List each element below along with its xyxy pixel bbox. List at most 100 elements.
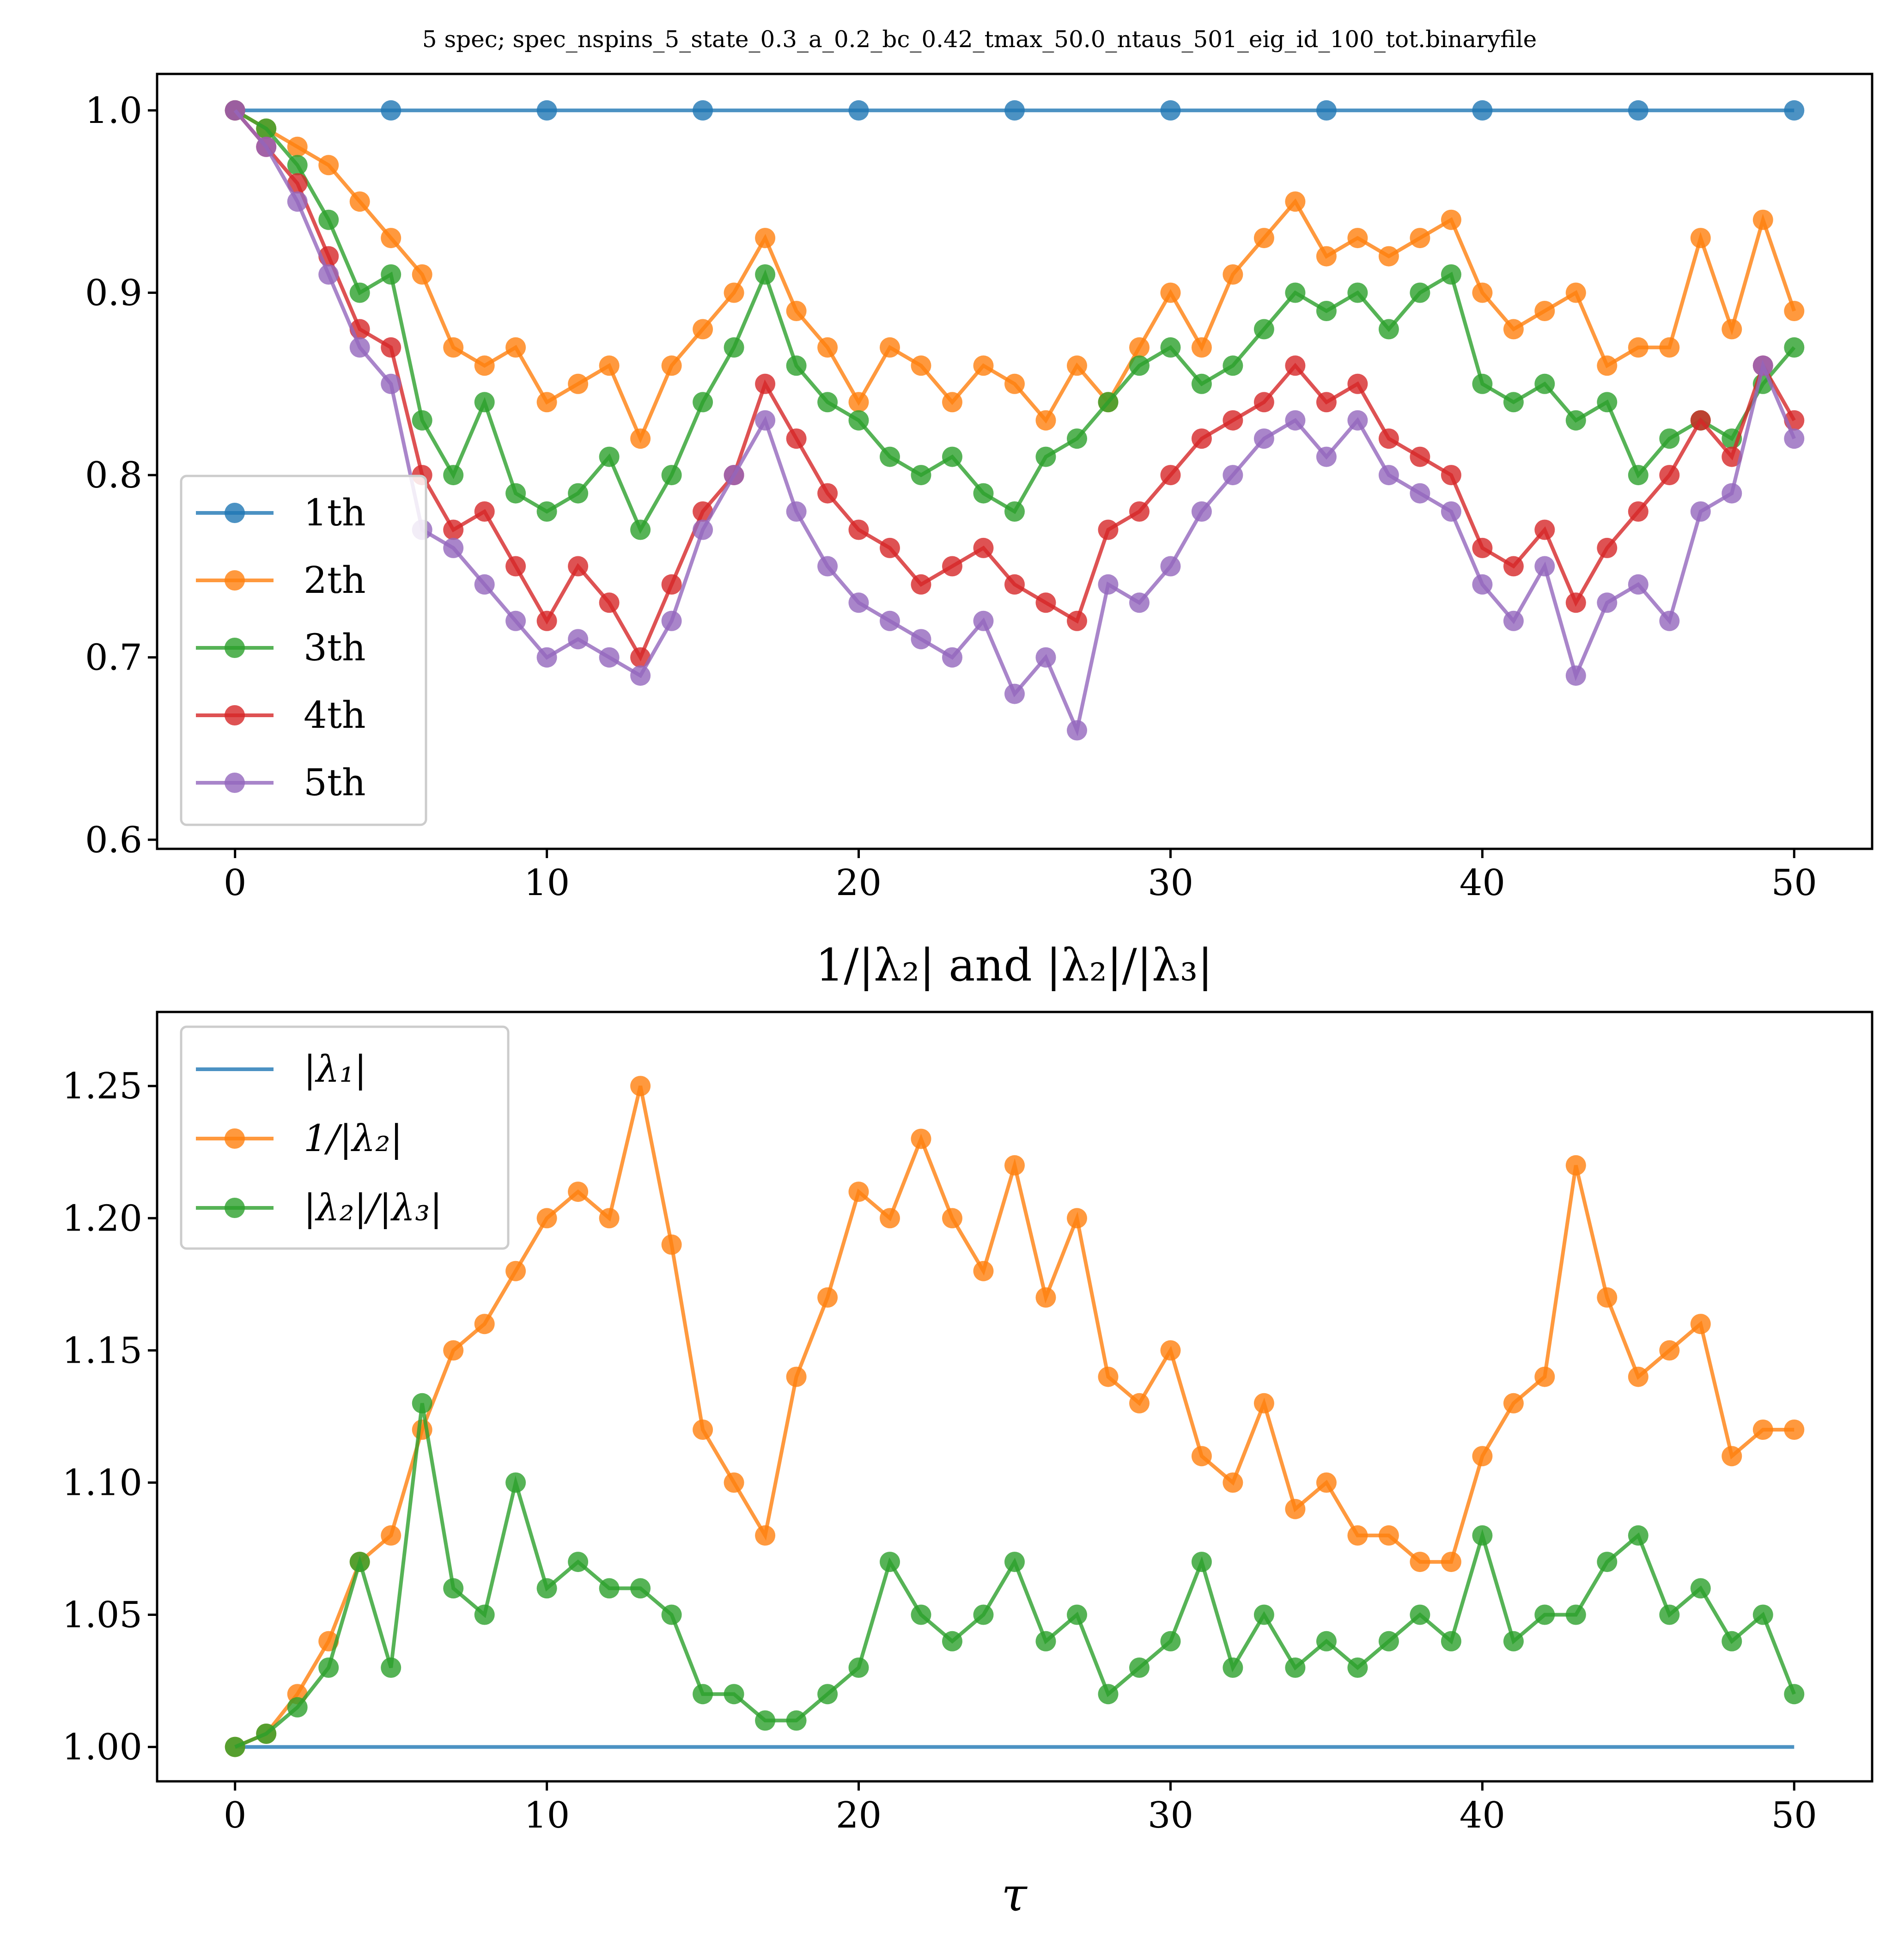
data-point-0-3-19 — [817, 483, 838, 504]
data-point-1-2-50 — [1784, 1684, 1805, 1705]
data-point-0-2-7 — [443, 465, 464, 486]
data-point-0-3-45 — [1628, 501, 1649, 522]
data-point-1-2-30 — [1160, 1631, 1181, 1651]
data-point-0-2-50 — [1784, 337, 1805, 358]
data-point-0-1-29 — [1129, 337, 1150, 358]
data-point-0-2-13 — [630, 519, 651, 540]
data-point-1-1-12 — [599, 1208, 620, 1229]
y-tick-label-0-1: 0.7 — [85, 637, 142, 679]
data-point-0-1-13 — [630, 428, 651, 449]
y-tick-label-0-0: 0.6 — [85, 819, 142, 861]
data-point-1-2-3 — [318, 1657, 339, 1678]
data-point-0-2-8 — [474, 392, 495, 413]
legend-label-0-3: 4th — [304, 694, 366, 737]
data-point-1-1-43 — [1565, 1155, 1586, 1176]
data-point-0-2-43 — [1565, 410, 1586, 431]
data-point-1-1-27 — [1067, 1208, 1087, 1229]
data-point-0-1-2 — [287, 136, 308, 157]
data-point-0-3-7 — [443, 519, 464, 540]
data-point-1-1-41 — [1503, 1393, 1524, 1414]
data-point-1-1-17 — [755, 1525, 776, 1546]
data-point-1-1-24 — [973, 1261, 994, 1281]
data-point-0-1-21 — [880, 337, 900, 358]
data-point-1-2-19 — [817, 1684, 838, 1705]
data-point-0-1-47 — [1690, 228, 1711, 249]
data-point-0-2-45 — [1628, 465, 1649, 486]
data-point-1-1-26 — [1035, 1287, 1056, 1308]
data-point-0-3-35 — [1316, 392, 1337, 413]
data-point-1-2-31 — [1191, 1552, 1212, 1572]
data-point-0-4-5 — [381, 373, 401, 394]
data-point-1-1-46 — [1659, 1340, 1680, 1361]
data-point-0-4-44 — [1597, 592, 1618, 613]
data-point-0-4-0 — [225, 100, 245, 121]
data-point-0-3-31 — [1191, 428, 1212, 449]
data-point-0-1-6 — [412, 264, 432, 285]
legend-marker-1-1 — [225, 1128, 245, 1149]
data-point-0-4-33 — [1253, 428, 1274, 449]
data-point-0-3-36 — [1347, 373, 1368, 394]
data-point-0-2-5 — [381, 264, 401, 285]
data-point-1-2-20 — [848, 1657, 869, 1678]
data-point-1-2-28 — [1098, 1684, 1119, 1705]
data-point-0-1-49 — [1752, 209, 1773, 230]
data-point-1-1-28 — [1098, 1366, 1119, 1387]
data-point-0-2-14 — [661, 465, 682, 486]
data-point-1-1-45 — [1628, 1366, 1649, 1387]
data-point-0-2-10 — [536, 501, 557, 522]
data-point-0-2-21 — [880, 446, 900, 467]
data-point-0-1-37 — [1378, 246, 1399, 267]
data-point-1-1-44 — [1597, 1287, 1618, 1308]
data-point-0-1-3 — [318, 155, 339, 176]
data-point-0-3-22 — [911, 574, 931, 595]
data-point-0-4-47 — [1690, 501, 1711, 522]
legend-frame-0 — [180, 475, 427, 826]
data-point-1-2-8 — [474, 1604, 495, 1625]
legend-marker-1-2 — [225, 1198, 245, 1218]
data-point-1-2-11 — [568, 1552, 589, 1572]
legend-frame-1 — [180, 1025, 510, 1250]
bottom-axes-frame — [156, 1011, 1874, 1783]
data-point-0-4-19 — [817, 556, 838, 577]
data-point-0-1-39 — [1441, 209, 1461, 230]
data-point-0-0-2 — [536, 100, 557, 121]
data-point-0-4-27 — [1067, 720, 1087, 741]
data-point-1-2-2 — [287, 1697, 308, 1718]
data-point-1-1-13 — [630, 1076, 651, 1097]
data-point-0-1-46 — [1659, 337, 1680, 358]
data-point-0-2-38 — [1410, 282, 1430, 303]
data-point-0-4-30 — [1160, 556, 1181, 577]
data-point-1-2-6 — [412, 1393, 432, 1414]
data-point-0-3-41 — [1503, 556, 1524, 577]
data-point-1-2-41 — [1503, 1631, 1524, 1651]
data-point-1-2-47 — [1690, 1578, 1711, 1599]
data-point-0-4-35 — [1316, 446, 1337, 467]
data-point-0-3-15 — [693, 501, 713, 522]
data-point-0-4-13 — [630, 665, 651, 686]
data-point-0-4-29 — [1129, 592, 1150, 613]
data-point-0-1-12 — [599, 355, 620, 376]
data-point-1-2-46 — [1659, 1604, 1680, 1625]
top-panel: 5 spec; spec_nspins_5_state_0.3_a_0.2_bc… — [85, 26, 1874, 904]
data-point-1-1-18 — [786, 1366, 807, 1387]
data-point-0-1-48 — [1722, 319, 1742, 340]
data-point-1-2-12 — [599, 1578, 620, 1599]
data-point-0-2-25 — [1004, 501, 1025, 522]
legend-label-0-4: 5th — [304, 761, 366, 804]
data-point-0-2-17 — [755, 264, 776, 285]
data-point-1-2-13 — [630, 1578, 651, 1599]
data-point-1-1-34 — [1285, 1499, 1306, 1519]
y-tick-label-1-5: 1.25 — [62, 1066, 142, 1107]
data-point-0-4-9 — [505, 610, 526, 631]
data-point-0-2-41 — [1503, 392, 1524, 413]
data-point-0-1-16 — [724, 282, 744, 303]
data-point-0-4-2 — [287, 191, 308, 212]
data-point-0-4-17 — [755, 410, 776, 431]
data-point-1-2-34 — [1285, 1657, 1306, 1678]
y-tick-label-0-2: 0.8 — [85, 455, 142, 496]
data-point-0-4-37 — [1378, 465, 1399, 486]
data-point-0-4-45 — [1628, 574, 1649, 595]
data-point-1-1-31 — [1191, 1446, 1212, 1467]
data-point-0-3-34 — [1285, 355, 1306, 376]
data-point-0-2-1 — [256, 118, 277, 139]
